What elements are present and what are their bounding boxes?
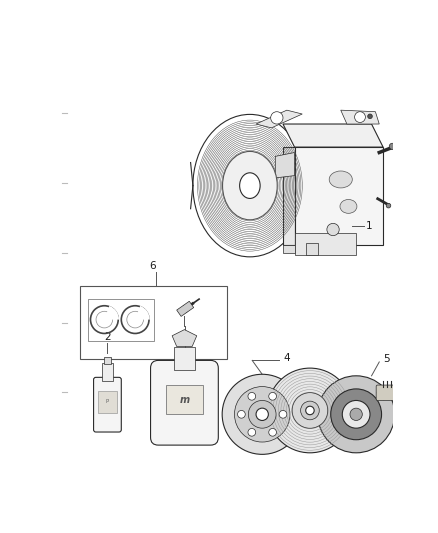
Text: P: P (106, 400, 109, 405)
Circle shape (269, 429, 276, 436)
Circle shape (350, 408, 362, 421)
Circle shape (331, 389, 381, 440)
Polygon shape (283, 147, 294, 245)
Circle shape (300, 401, 319, 420)
Text: 7: 7 (182, 358, 188, 368)
Text: 5: 5 (383, 354, 390, 364)
Text: 3: 3 (181, 305, 188, 316)
Text: 1: 1 (366, 221, 373, 231)
Circle shape (268, 368, 352, 453)
Ellipse shape (240, 173, 260, 198)
Polygon shape (177, 301, 194, 317)
Polygon shape (306, 243, 318, 255)
Circle shape (248, 392, 256, 400)
Circle shape (367, 114, 372, 119)
Bar (88, 299, 154, 341)
FancyBboxPatch shape (376, 385, 399, 400)
Circle shape (248, 429, 256, 436)
FancyBboxPatch shape (94, 377, 121, 432)
Polygon shape (276, 152, 294, 178)
Circle shape (279, 410, 287, 418)
Polygon shape (341, 110, 379, 124)
Circle shape (269, 392, 276, 400)
Circle shape (248, 400, 276, 428)
Bar (166, 385, 203, 414)
Circle shape (271, 112, 283, 124)
Circle shape (222, 374, 302, 454)
Circle shape (386, 203, 391, 208)
Circle shape (327, 223, 339, 236)
Ellipse shape (223, 151, 277, 220)
Text: 6: 6 (149, 262, 155, 271)
Polygon shape (294, 233, 356, 255)
Text: m: m (180, 394, 190, 405)
Circle shape (342, 400, 370, 428)
Ellipse shape (193, 115, 307, 257)
Text: 2: 2 (104, 332, 111, 342)
Bar (81, 286, 227, 359)
Wedge shape (137, 306, 150, 320)
Wedge shape (106, 306, 119, 320)
Circle shape (318, 376, 395, 453)
Polygon shape (283, 124, 383, 147)
Bar (104, 357, 110, 364)
Circle shape (256, 408, 268, 421)
Bar (102, 363, 113, 381)
FancyBboxPatch shape (151, 360, 218, 445)
Circle shape (234, 386, 290, 442)
Bar (173, 346, 195, 370)
Ellipse shape (340, 199, 357, 213)
Circle shape (292, 393, 328, 428)
Circle shape (355, 112, 365, 123)
Circle shape (306, 406, 314, 415)
Circle shape (237, 410, 245, 418)
Polygon shape (294, 147, 383, 245)
Polygon shape (172, 329, 197, 346)
Polygon shape (283, 245, 294, 253)
Polygon shape (256, 110, 302, 128)
Ellipse shape (329, 171, 352, 188)
Circle shape (389, 143, 396, 149)
Text: 4: 4 (283, 353, 290, 363)
Bar (98, 391, 117, 413)
